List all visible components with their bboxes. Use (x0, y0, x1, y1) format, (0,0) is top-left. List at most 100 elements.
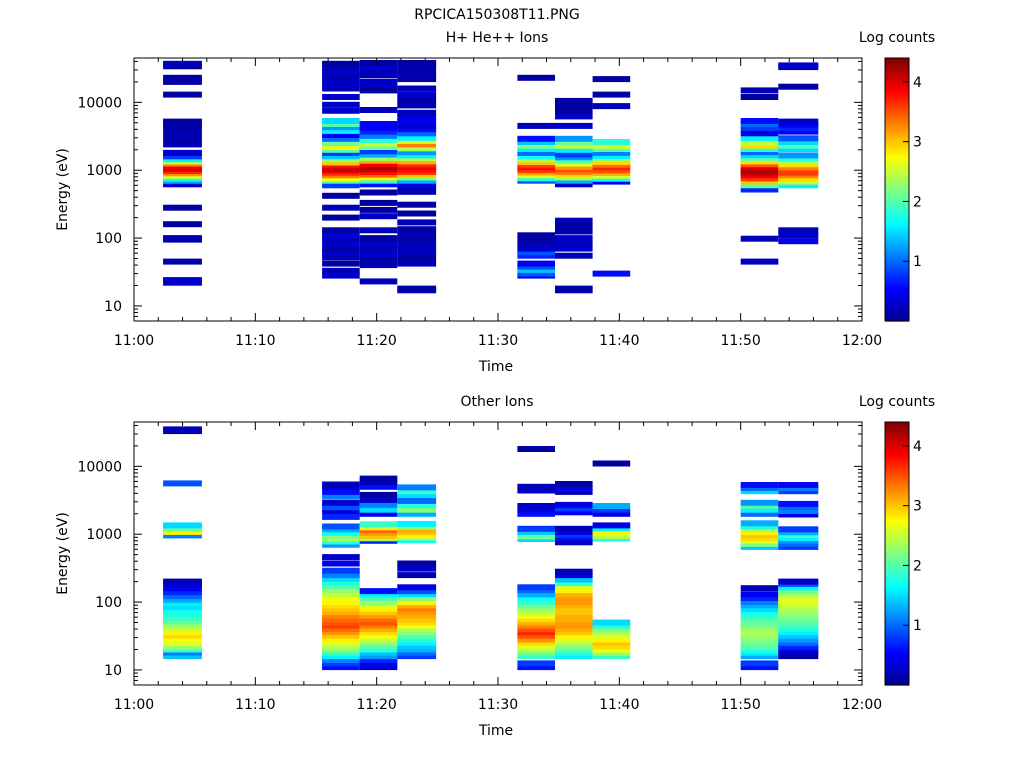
spectrogram-cell (359, 87, 398, 94)
spectrogram-cell (740, 595, 779, 601)
colorbar: 1 2 3 4 (884, 57, 922, 322)
spectrogram-cell (517, 266, 555, 273)
spectrogram-cell (359, 510, 398, 517)
spectrogram-cell (359, 245, 398, 252)
spectrogram-cell (555, 576, 593, 583)
spectrogram-cell (778, 238, 819, 245)
colorbar-swatch (885, 237, 909, 241)
spectrogram-cell (517, 525, 555, 532)
colorbar-swatch (885, 220, 909, 223)
spectrogram-cell (322, 541, 360, 548)
colorbar-swatch (885, 658, 909, 662)
spectrogram-cell (322, 488, 360, 495)
y-tick-label: 1000 (86, 163, 122, 179)
spectrogram-cell (555, 632, 593, 639)
spectrogram-cell (555, 160, 593, 167)
colorbar-tick-label: 2 (913, 558, 922, 574)
spectrogram-cell (517, 599, 555, 606)
colorbar-swatch (885, 520, 909, 524)
spectrogram-cell (322, 499, 360, 506)
spectrogram-cell (322, 605, 360, 612)
spectrogram-cell (359, 475, 398, 482)
spectrogram-cell (517, 616, 555, 623)
colorbar-swatch (885, 314, 909, 318)
spectrogram-cell (322, 504, 360, 511)
colorbar-swatch (885, 546, 909, 550)
colorbar-swatch (885, 156, 909, 160)
colorbar-swatch (885, 165, 909, 169)
spectrogram-cell (322, 579, 360, 586)
colorbar-swatch (885, 305, 909, 309)
spectrogram-cell (359, 262, 398, 269)
spectrogram-cell (322, 599, 360, 606)
spectrogram-cell (163, 60, 202, 67)
spectrogram-cell (778, 504, 819, 511)
spectrogram-cell (397, 506, 437, 513)
spectrogram-cell (778, 619, 819, 626)
spectrogram-cell (359, 124, 398, 131)
colorbar-swatch (885, 540, 909, 544)
spectrogram-cell (163, 221, 202, 228)
colorbar-swatch (885, 514, 909, 517)
spectrogram-cell (740, 118, 779, 124)
colorbar-swatch (885, 209, 909, 213)
spectrogram-cell (740, 488, 779, 495)
spectrogram-cell (163, 522, 202, 529)
colorbar-swatch (885, 647, 909, 651)
spectrogram-cell (322, 65, 360, 71)
colorbar-swatch (885, 522, 909, 526)
spectrogram-cell (397, 231, 437, 237)
spectrogram-cell (397, 639, 437, 646)
spectrogram-cell (592, 146, 631, 152)
spectrogram-cell (322, 575, 360, 582)
spectrogram-cell (322, 626, 360, 633)
y-tick-label: 10 (104, 299, 122, 315)
spectrogram-cell (359, 235, 398, 242)
spectrogram-cell (322, 72, 360, 79)
spectrogram-cell (322, 232, 360, 239)
colorbar-swatch (885, 169, 909, 173)
spectrogram-cell (359, 160, 398, 167)
colorbar-swatch (885, 316, 909, 320)
spectrogram-cell (555, 245, 593, 252)
spectrogram-cell (555, 142, 593, 149)
spectrogram-cell (740, 482, 779, 488)
colorbar-swatch (885, 430, 909, 434)
spectrogram-cell (778, 595, 819, 601)
spectrogram-cell (517, 503, 555, 509)
colorbar-swatch (885, 472, 909, 476)
spectrogram-cell (592, 522, 631, 529)
colorbar-swatch (885, 450, 909, 454)
colorbar-swatch (885, 476, 909, 480)
colorbar-swatch (885, 264, 909, 267)
colorbar-swatch (885, 623, 909, 627)
spectrogram-cell (740, 94, 779, 100)
colorbar-swatch (885, 443, 909, 447)
x-tick-label: 11:00 (114, 333, 154, 349)
spectrogram-cell (740, 506, 779, 513)
spectrogram-cell (778, 62, 819, 69)
spectrogram-cell (517, 591, 555, 598)
colorbar-swatch (885, 82, 909, 85)
colorbar-swatch (885, 136, 909, 140)
spectrogram-cell (163, 581, 202, 588)
spectrogram-cell (778, 629, 819, 636)
colorbar: 1 2 3 4 (884, 421, 922, 686)
spectrogram-cell (740, 149, 779, 156)
spectrogram-cell (359, 626, 398, 633)
spectrogram-cell (517, 643, 555, 650)
spectrogram-cell (163, 607, 202, 614)
spectrogram-cell (555, 572, 593, 579)
x-tick-label: 11:40 (599, 697, 639, 713)
colorbar-swatch (885, 457, 909, 460)
spectrogram-cell (517, 236, 555, 243)
spectrogram-cell (322, 493, 360, 500)
spectrogram-cell (517, 584, 555, 591)
panel-title: Other Ions (460, 394, 533, 410)
spectrogram-cell (592, 622, 631, 629)
colorbar-swatch (885, 189, 909, 193)
colorbar-swatch (885, 73, 909, 77)
colorbar-swatch (885, 110, 909, 114)
spectrogram-cell (778, 599, 819, 606)
spectrogram-cell (592, 506, 631, 513)
